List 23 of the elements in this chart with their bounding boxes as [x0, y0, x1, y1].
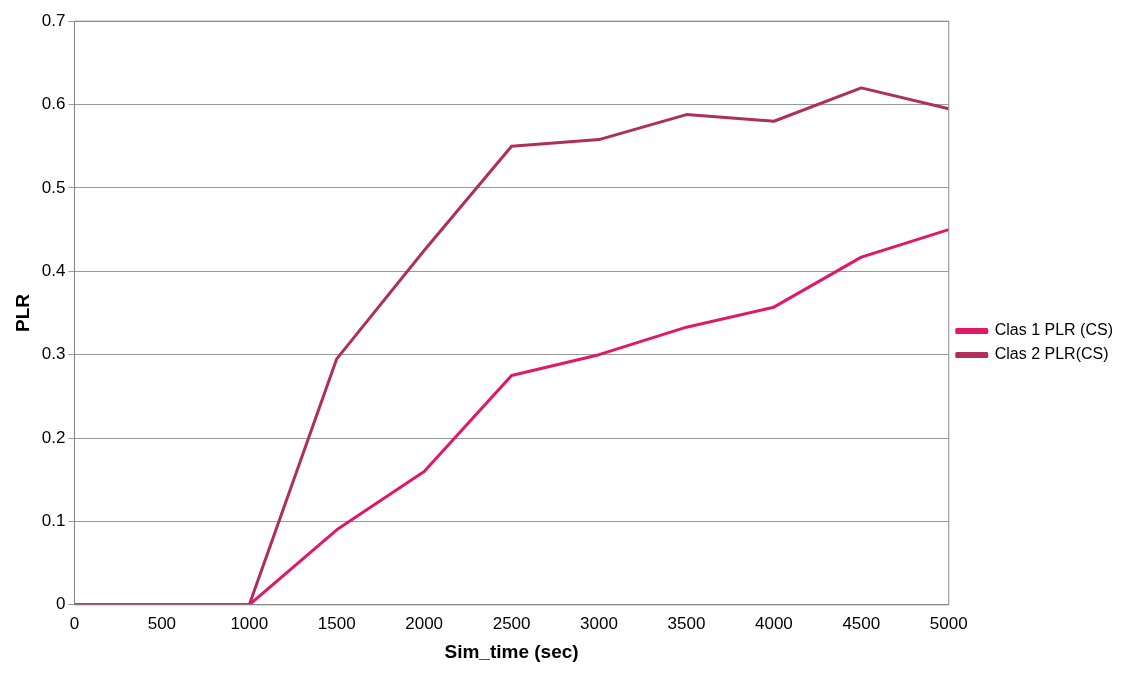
x-tick-label: 0: [69, 613, 80, 633]
x-tick-label: 4500: [842, 613, 881, 633]
x-tick-label: 5000: [929, 613, 968, 633]
y-tick-label: 0.7: [41, 10, 66, 30]
x-axis-title: Sim_time (sec): [444, 640, 579, 662]
x-tick-label: 3000: [580, 613, 618, 633]
x-tick-label: 4000: [754, 613, 793, 633]
y-tick-label: 0.1: [41, 511, 66, 531]
x-tick-label: 3500: [667, 613, 706, 633]
legend-label: Clas 2 PLR(CS): [994, 345, 1109, 363]
x-tick-label: 500: [147, 613, 177, 633]
x-tick-label: 2000: [405, 613, 444, 633]
y-axis-title: PLR: [11, 293, 33, 332]
x-tick-label: 1000: [230, 613, 269, 633]
y-tick-label: 0.5: [41, 177, 66, 197]
x-tick-label: 2500: [492, 613, 531, 633]
y-tick-label: 0.6: [41, 94, 66, 114]
y-tick-label: 0: [55, 594, 66, 614]
legend-label: Clas 1 PLR (CS): [994, 321, 1113, 339]
y-tick-label: 0.3: [41, 344, 66, 364]
x-tick-label: 1500: [317, 613, 356, 633]
y-tick-label: 0.4: [41, 261, 66, 280]
y-tick-label: 0.2: [41, 427, 66, 447]
